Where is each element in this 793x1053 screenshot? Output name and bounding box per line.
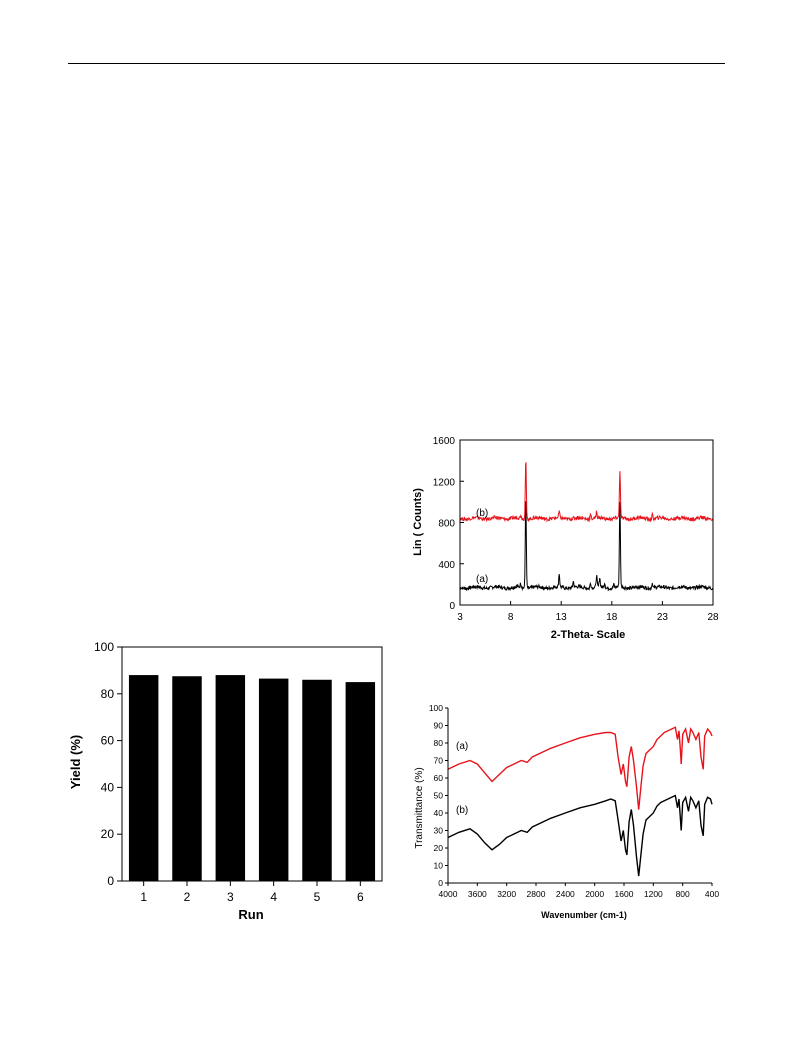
series-label-a: (a) [476, 574, 488, 585]
x-tick-label: 23 [657, 612, 669, 623]
x-tick-label: 1200 [644, 889, 663, 899]
y-tick-label: 70 [434, 756, 444, 766]
y-tick-label: 1600 [433, 436, 456, 447]
x-tick-label: 4 [270, 890, 277, 904]
x-tick-label: 3600 [468, 889, 487, 899]
x-tick-label: 800 [676, 889, 690, 899]
x-tick-label: 8 [508, 612, 514, 623]
series-label-a: (a) [456, 741, 468, 752]
x-axis-title: Wavenumber (cm-1) [541, 910, 627, 920]
x-tick-label: 2400 [556, 889, 575, 899]
y-tick-label: 0 [449, 601, 455, 612]
x-axis-title: Run [238, 907, 263, 922]
y-axis-title: Lin ( Counts) [412, 488, 424, 556]
y-tick-label: 80 [101, 687, 115, 701]
x-tick-label: 28 [707, 612, 719, 623]
header-rule [68, 63, 725, 64]
x-tick-label: 1 [140, 890, 147, 904]
x-tick-label: 3 [457, 612, 463, 623]
bar [302, 679, 332, 881]
x-tick-label: 4000 [439, 889, 458, 899]
y-tick-label: 100 [94, 640, 114, 654]
bar [172, 676, 202, 881]
y-tick-label: 60 [101, 734, 115, 748]
y-tick-label: 30 [434, 826, 444, 836]
bar [215, 675, 246, 881]
y-tick-label: 1200 [433, 477, 456, 488]
ftir-series-line [447, 726, 713, 810]
ftir-plot-area: 0 10 20 30 40 50 60 70 80 90 100 4000 3600 3200 2800 24… [429, 703, 720, 899]
y-tick-label: 0 [107, 874, 114, 888]
y-tick-label: 400 [438, 560, 455, 571]
ftir-line-chart: 0 10 20 30 40 50 60 70 80 90 100 4000 3600 3200 2800 24… [414, 703, 720, 920]
x-axis-title: 2-Theta- Scale [551, 629, 626, 641]
plot-frame [459, 439, 714, 606]
y-tick-label: 800 [438, 519, 455, 530]
series-label-b: (b) [476, 508, 488, 519]
y-tick-label: 0 [438, 878, 443, 888]
ftir-series-line [447, 794, 713, 877]
x-tick-label: 1600 [615, 889, 634, 899]
plot-frame [121, 646, 383, 882]
x-tick-label: 400 [705, 889, 719, 899]
bar [128, 675, 159, 881]
y-tick-label: 100 [429, 703, 443, 713]
x-tick-label: 3200 [497, 889, 516, 899]
y-tick-label: 20 [101, 827, 115, 841]
y-tick-label: 50 [434, 791, 444, 801]
y-tick-label: 20 [434, 843, 444, 853]
yield-bar-chart: 0 20 40 60 80 100 1 2 3 4 5 6 Yield (%) Run [68, 640, 383, 922]
x-tick-label: 5 [314, 890, 321, 904]
xrd-plot-area: 0 400 800 1200 1600 3 8 13 18 23 28 [433, 436, 719, 623]
bar [345, 682, 376, 881]
bar [258, 678, 289, 881]
x-tick-label: 18 [606, 612, 618, 623]
x-tick-label: 6 [357, 890, 364, 904]
y-tick-label: 40 [434, 808, 444, 818]
series-label-b: (b) [456, 805, 468, 816]
y-tick-label: 80 [434, 738, 444, 748]
y-tick-label: 60 [434, 773, 444, 783]
y-tick-label: 90 [434, 721, 444, 731]
y-axis-title: Transmittance (%) [414, 767, 425, 848]
yield-plot-area: 0 20 40 60 80 100 1 2 3 4 5 6 [94, 640, 383, 904]
y-axis-title: Yield (%) [68, 735, 83, 789]
xrd-series-line [459, 501, 714, 592]
x-tick-label: 2800 [527, 889, 546, 899]
x-tick-label: 3 [227, 890, 234, 904]
x-tick-label: 13 [556, 612, 568, 623]
x-tick-label: 2000 [585, 889, 604, 899]
xrd-series-line [459, 462, 714, 523]
y-tick-label: 40 [101, 780, 115, 794]
y-tick-label: 10 [434, 861, 444, 871]
x-tick-label: 2 [184, 890, 191, 904]
